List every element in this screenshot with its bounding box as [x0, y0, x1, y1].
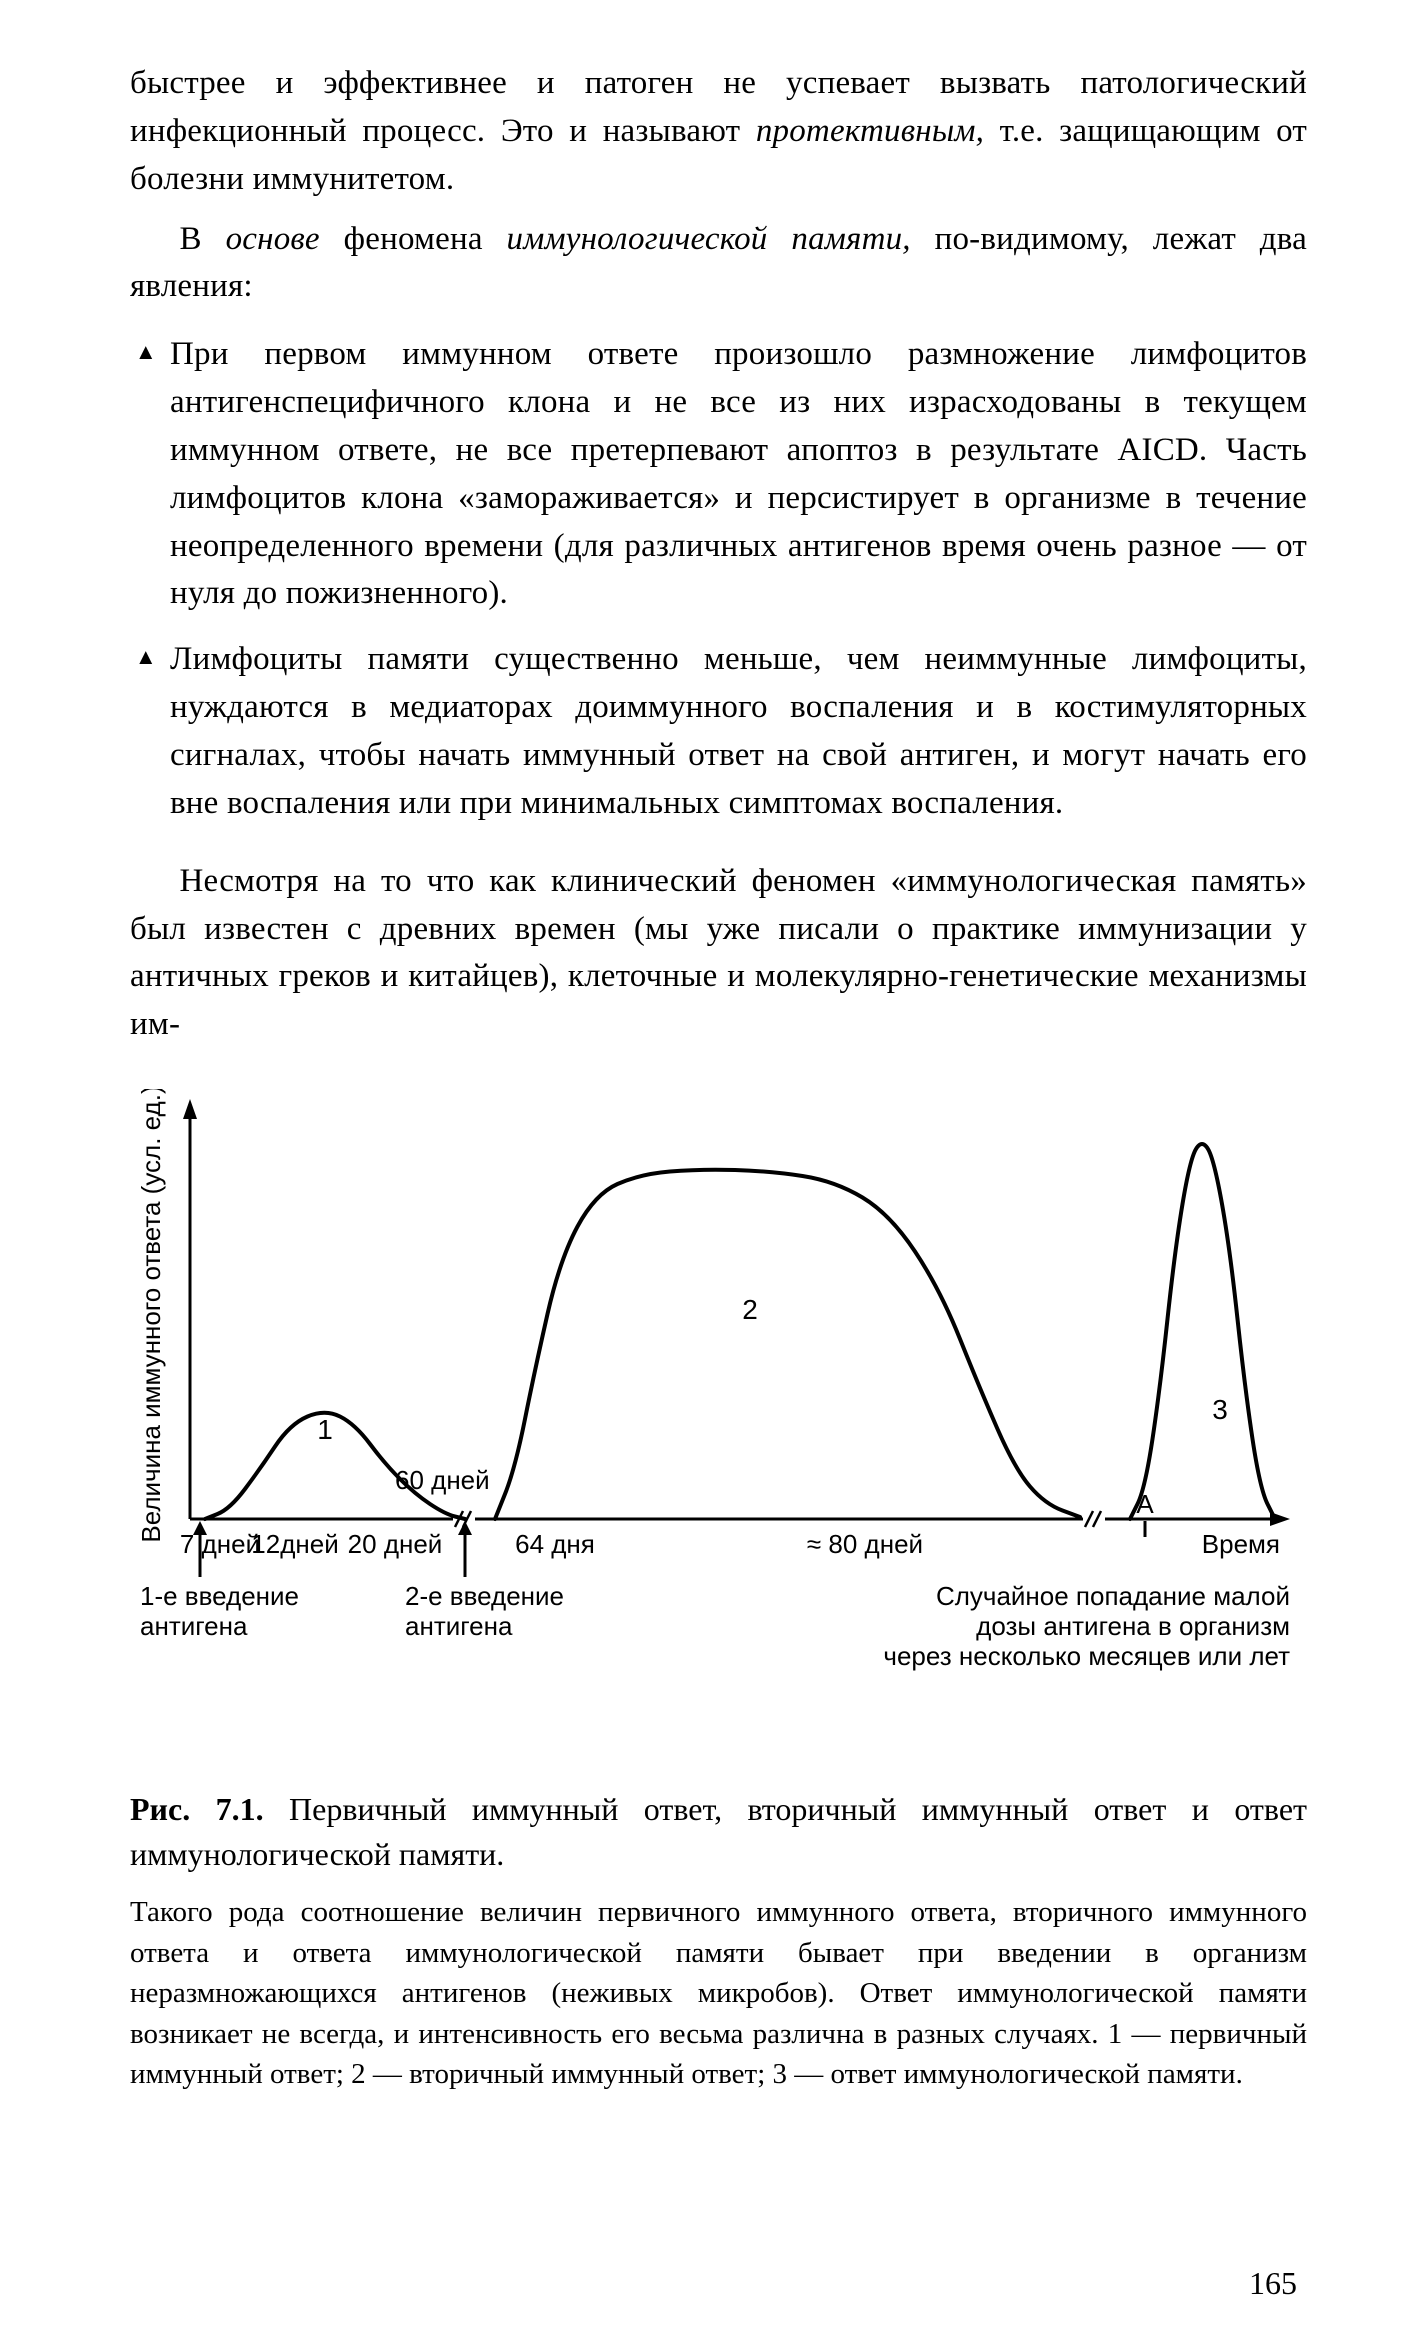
figure-7-1: Величина иммунного ответа (усл. ед.) Врем… — [130, 1089, 1307, 2095]
figure-subcaption: Такого рода соотношение величин первично… — [130, 1892, 1307, 2095]
svg-text:60 дней: 60 дней — [395, 1465, 490, 1495]
page: быстрее и эффективнее и патоген не успев… — [0, 0, 1417, 2342]
paragraph-continuation: быстрее и эффективнее и патоген не успев… — [130, 60, 1307, 204]
body-text: быстрее и эффективнее и патоген не успев… — [130, 60, 1307, 1049]
text-emphasis: иммунологической памяти, — [507, 221, 911, 257]
svg-text:2: 2 — [742, 1294, 758, 1325]
svg-text:антигена: антигена — [140, 1611, 248, 1641]
svg-text:2-е введение: 2-е введение — [405, 1581, 564, 1611]
svg-text:12дней: 12дней — [251, 1529, 338, 1559]
figure-caption: Рис. 7.1. Первичный иммунный ответ, втор… — [130, 1787, 1307, 1878]
svg-text:20 дней: 20 дней — [348, 1529, 443, 1559]
figure-caption-number: Рис. 7.1. — [130, 1791, 264, 1827]
paragraph: В основе феномена иммунологической памят… — [130, 216, 1307, 312]
list-item: При первом иммунном ответе произошло раз… — [170, 331, 1307, 618]
svg-text:3: 3 — [1212, 1394, 1228, 1425]
svg-text:дозы антигена в организм: дозы антигена в организм — [976, 1611, 1290, 1641]
svg-text:Случайное попадание малой: Случайное попадание малой — [936, 1581, 1290, 1611]
svg-text:через несколько месяцев или ле: через несколько месяцев или лет — [883, 1641, 1290, 1671]
svg-text:7 дней: 7 дней — [180, 1529, 260, 1559]
svg-text:1-е введение: 1-е введение — [140, 1581, 299, 1611]
text-emphasis: основе — [226, 221, 320, 257]
page-number: 165 — [1249, 2265, 1297, 2302]
svg-text:≈ 80 дней: ≈ 80 дней — [807, 1529, 923, 1559]
immune-response-chart: Величина иммунного ответа (усл. ед.) Врем… — [130, 1089, 1310, 1759]
bullet-list: При первом иммунном ответе произошло раз… — [130, 331, 1307, 827]
svg-text:64 дня: 64 дня — [515, 1529, 595, 1559]
svg-text:1: 1 — [317, 1414, 333, 1445]
svg-text:Величина иммунного ответа (усл: Величина иммунного ответа (усл. ед.) — [136, 1089, 166, 1543]
list-item: Лимфоциты памяти существенно меньше, чем… — [170, 636, 1307, 827]
svg-text:Время: Время — [1202, 1529, 1280, 1559]
text-run: феномена — [320, 221, 507, 257]
text-run: В — [180, 221, 226, 257]
text-emphasis: протек­тивным, — [756, 113, 984, 149]
figure-caption-text: Первичный иммунный ответ, вторичный имму… — [130, 1791, 1307, 1872]
paragraph: Несмотря на то что как клинический феном… — [130, 858, 1307, 1049]
svg-text:антигена: антигена — [405, 1611, 513, 1641]
